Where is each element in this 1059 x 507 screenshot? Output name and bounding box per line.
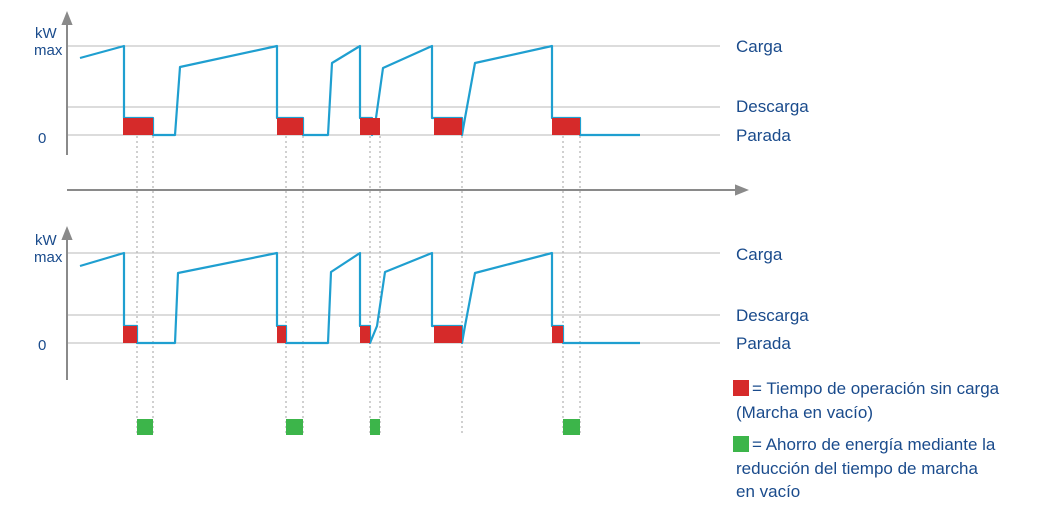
top-y-max-label: max [34, 42, 63, 59]
legend-saving-line2: reducción del tiempo de marcha [736, 459, 978, 478]
top-level-stop: Parada [736, 126, 791, 145]
bottom-idle-block-2 [277, 326, 286, 343]
bottom-level-load: Carga [736, 245, 783, 264]
legend-idle-line2: (Marcha en vacío) [736, 403, 873, 422]
legend-saving-line3: en vacío [736, 482, 800, 501]
bottom-level-unload: Descarga [736, 306, 809, 325]
legend-idle-line1: = Tiempo de operación sin carga [752, 379, 1000, 398]
saving-block-2 [286, 419, 303, 435]
bottom-panel: kW max 0 Carga Descarga Parada [34, 232, 809, 380]
saving-block-3 [370, 419, 380, 435]
top-idle-block-2 [277, 118, 303, 135]
bottom-y-unit: kW [35, 232, 58, 249]
legend: = Tiempo de operación sin carga (Marcha … [733, 379, 1000, 501]
legend-saving-line1: = Ahorro de energía mediante la [752, 435, 996, 454]
legend-idle-swatch [733, 380, 749, 396]
savings-row [137, 419, 580, 435]
bottom-idle-block-5 [552, 326, 563, 343]
bottom-y-zero-label: 0 [38, 337, 46, 354]
dotted-guides [137, 136, 580, 435]
top-idle-block-4 [434, 118, 462, 135]
legend-saving-swatch [733, 436, 749, 452]
bottom-idle-block-4 [434, 326, 462, 343]
top-idle-block-5 [552, 118, 580, 135]
saving-block-4 [563, 419, 580, 435]
top-idle-block-3 [360, 118, 380, 135]
top-y-zero-label: 0 [38, 130, 46, 147]
bottom-idle-block-3 [360, 326, 370, 343]
bottom-level-stop: Parada [736, 334, 791, 353]
top-level-unload: Descarga [736, 97, 809, 116]
saving-block-1 [137, 419, 153, 435]
bottom-idle-block-1 [123, 326, 137, 343]
top-y-unit: kW [35, 25, 58, 42]
bottom-y-max-label: max [34, 249, 63, 266]
top-panel: kW max 0 Carga Descarga Parada [34, 18, 809, 155]
top-idle-block-1 [123, 118, 153, 135]
top-level-load: Carga [736, 37, 783, 56]
